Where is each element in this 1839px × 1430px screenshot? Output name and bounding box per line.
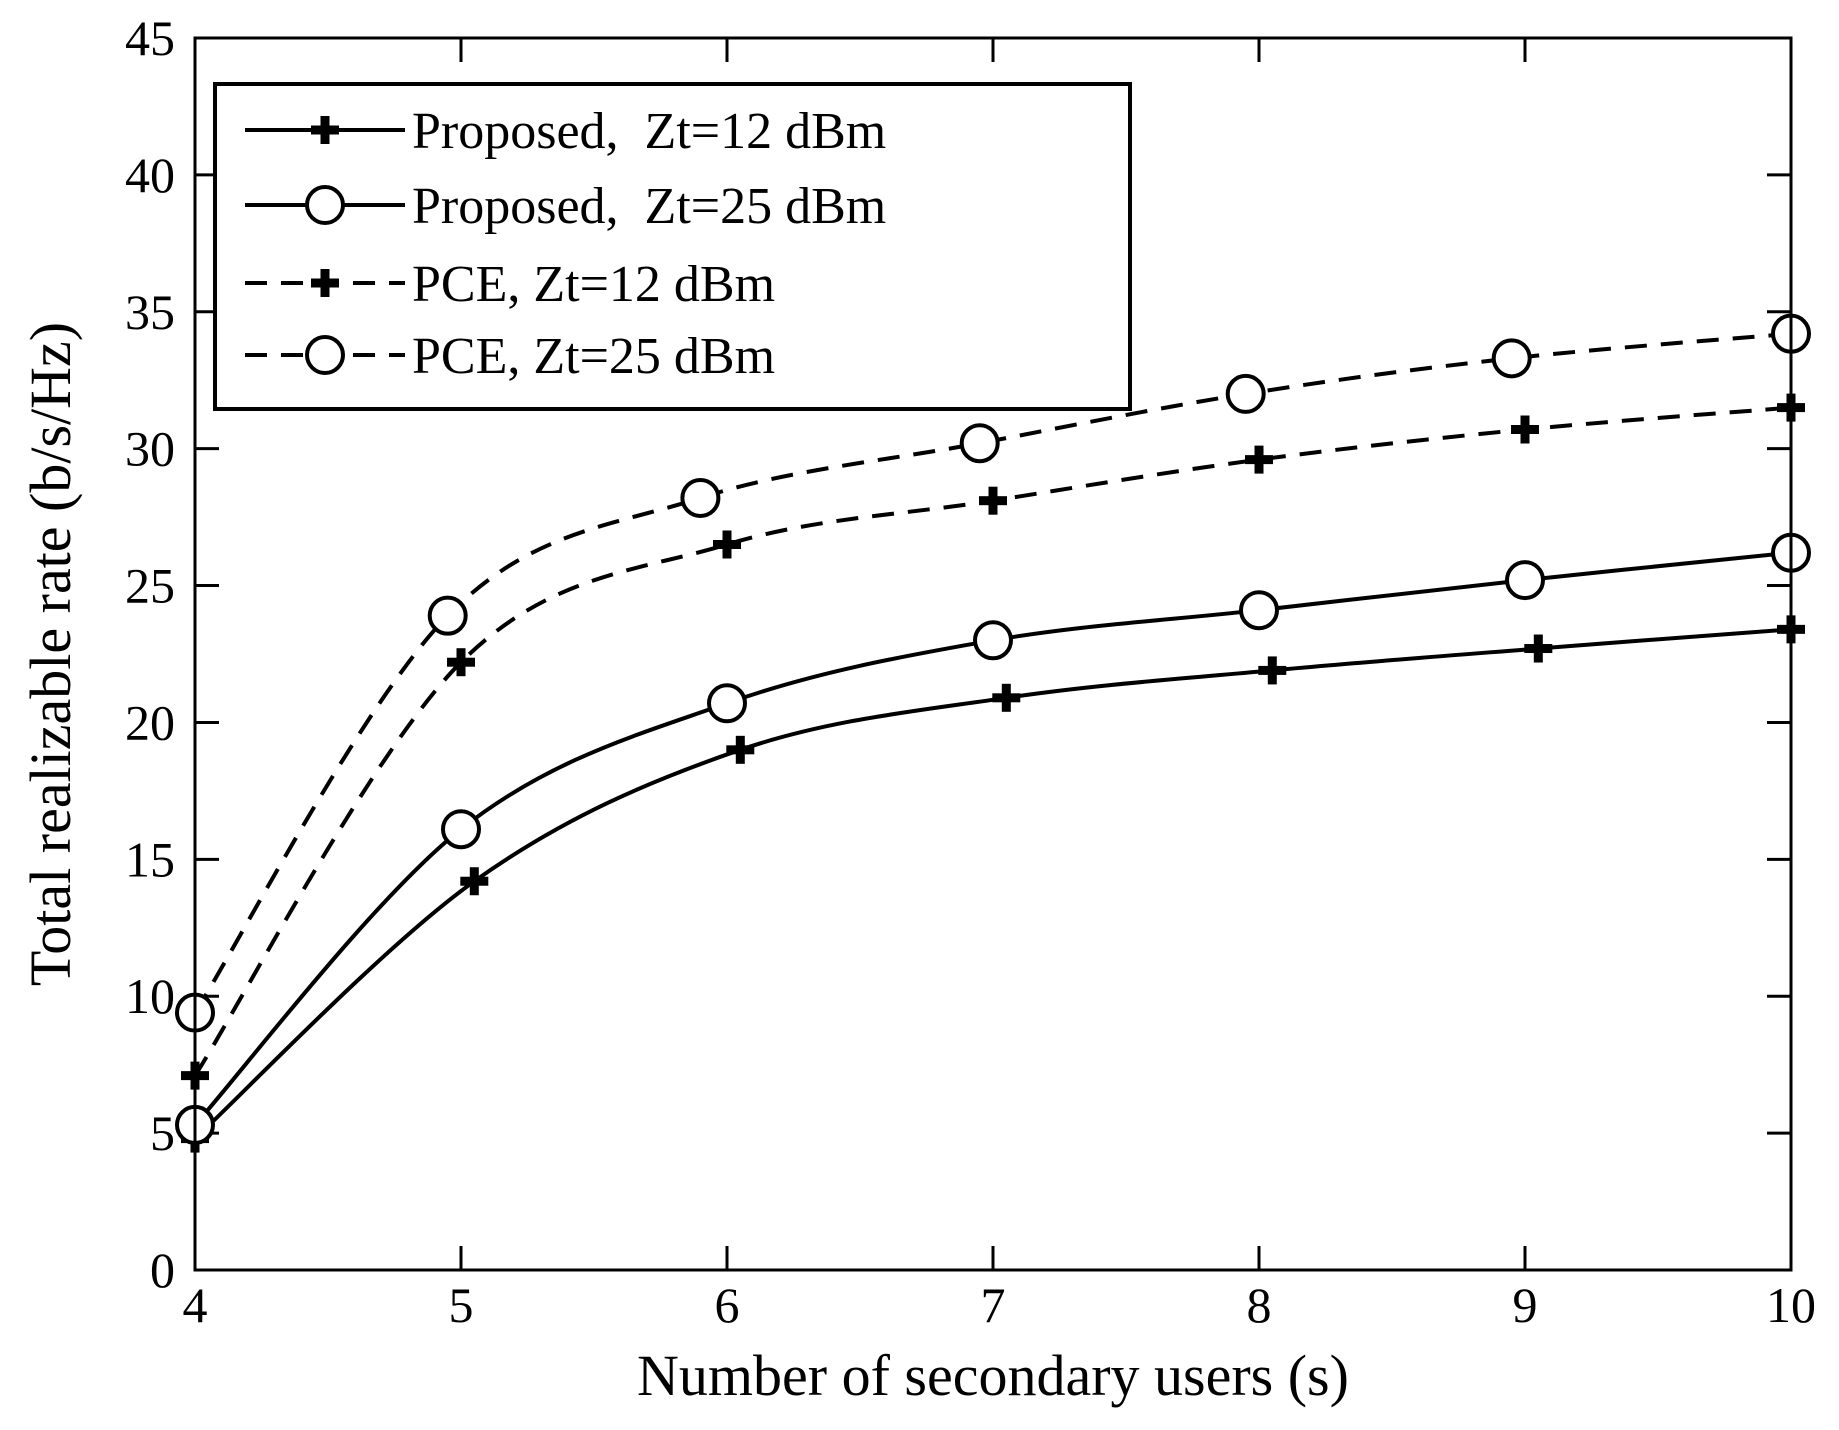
- data-point-marker: [1245, 445, 1273, 474]
- x-axis-title: Number of secondary users (s): [637, 1343, 1349, 1408]
- plot-frame: [193, 36, 1793, 1272]
- data-point-marker: [1491, 338, 1532, 379]
- y-tick-label: 10: [125, 968, 175, 1024]
- series-3: [181, 393, 1805, 1090]
- data-point-marker: [447, 648, 475, 677]
- data-point-marker: [973, 620, 1013, 661]
- plus-marker-v: [320, 269, 330, 297]
- legend-item-3: PCE, Zt=12 dBm: [245, 256, 775, 313]
- y-tick-label: 25: [125, 558, 175, 614]
- plus-marker-v: [1520, 415, 1530, 444]
- y-axis-title: Total realizable rate (b/s/Hz): [18, 322, 83, 986]
- data-point-marker: [1505, 560, 1545, 601]
- x-tick-label: 5: [449, 1277, 474, 1333]
- plus-marker-v: [1001, 683, 1011, 712]
- data-point-marker: [1258, 656, 1287, 685]
- legend-marker: [311, 116, 339, 144]
- series-line: [193, 627, 1792, 1141]
- plus-marker-v: [1533, 634, 1543, 663]
- legend-item-1: Proposed, Zt=12 dBm: [245, 103, 886, 160]
- data-point-marker: [1524, 634, 1553, 663]
- series-layer: [175, 313, 1811, 1153]
- legend-label: PCE, Zt=25 dBm: [412, 328, 775, 385]
- plus-marker-v: [469, 867, 479, 896]
- x-tick-label: 10: [1766, 1277, 1816, 1333]
- y-tick-label: 0: [150, 1242, 175, 1298]
- plus-marker-v: [735, 735, 745, 764]
- data-point-marker: [707, 683, 747, 724]
- series-line: [193, 331, 1792, 1014]
- plus-marker-v: [1267, 656, 1277, 685]
- data-point-marker: [959, 423, 1000, 464]
- data-point-marker: [979, 486, 1007, 515]
- series-4: [175, 313, 1811, 1033]
- data-point-marker: [680, 477, 721, 518]
- series-1: [181, 615, 1805, 1153]
- y-tick-label: 40: [125, 147, 175, 203]
- legend-item-4: PCE, Zt=25 dBm: [245, 328, 775, 385]
- data-point-marker: [1511, 415, 1539, 444]
- x-tick-label: 6: [715, 1277, 740, 1333]
- x-tick-label: 9: [1513, 1277, 1538, 1333]
- x-tick-label: 7: [981, 1277, 1006, 1333]
- x-tick-label: 8: [1247, 1277, 1272, 1333]
- legend-marker: [311, 269, 339, 297]
- y-tick-label: 5: [150, 1105, 175, 1161]
- y-tick-label: 15: [125, 831, 175, 887]
- legend-marker: [305, 185, 345, 225]
- series-2: [175, 532, 1811, 1145]
- legend: Proposed, Zt=12 dBm Proposed, Zt=25 dBm PC…: [213, 82, 1132, 411]
- legend-label: Proposed, Zt=25 dBm: [412, 178, 886, 235]
- plus-marker-v: [988, 486, 998, 515]
- data-point-marker: [1239, 590, 1279, 631]
- x-tick-label: 4: [183, 1277, 208, 1333]
- y-tick-label: 45: [125, 10, 175, 66]
- plus-marker-v: [1254, 445, 1264, 474]
- legend-label: PCE, Zt=12 dBm: [412, 256, 775, 313]
- data-point-marker: [992, 683, 1021, 712]
- y-tick-label: 20: [125, 694, 175, 750]
- legend-item-2: Proposed, Zt=25 dBm: [245, 178, 886, 235]
- plus-marker-v: [456, 648, 466, 677]
- data-point-marker: [726, 735, 755, 764]
- y-tick-label: 30: [125, 421, 175, 477]
- data-point-marker: [1225, 373, 1266, 414]
- plus-marker-v: [722, 530, 732, 559]
- data-point-marker: [427, 595, 468, 636]
- y-tick-label: 35: [125, 284, 175, 340]
- data-point-marker: [713, 530, 741, 559]
- legend-marker: [305, 335, 345, 375]
- legend-label: Proposed, Zt=12 dBm: [412, 103, 886, 160]
- data-point-marker: [460, 867, 489, 896]
- data-point-marker: [441, 809, 481, 850]
- plus-marker-v: [320, 116, 330, 144]
